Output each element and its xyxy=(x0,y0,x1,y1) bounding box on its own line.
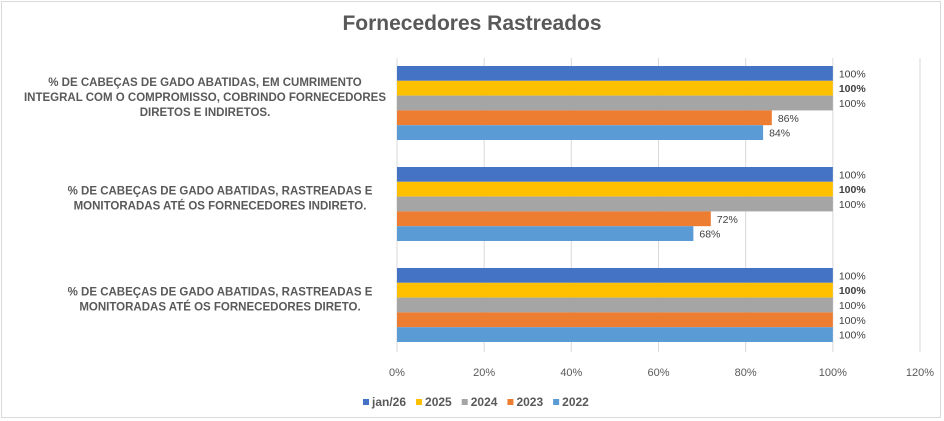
data-label: 72% xyxy=(717,214,738,226)
bar-2023 xyxy=(397,312,833,328)
x-tick-label: 0% xyxy=(389,367,405,379)
data-label: 100% xyxy=(839,330,866,342)
data-label: 100% xyxy=(839,300,866,312)
legend-swatch xyxy=(461,399,468,405)
chart-title: Fornecedores Rastreados xyxy=(342,12,601,35)
bar-2023 xyxy=(397,110,772,126)
category-label: % DE CABEÇAS DE GADO ABATIDAS, RASTREADA… xyxy=(68,186,373,213)
bar-2022 xyxy=(397,327,833,342)
x-tick-label: 100% xyxy=(819,367,847,379)
x-tick-label: 60% xyxy=(647,367,669,379)
x-tick-label: 20% xyxy=(473,367,495,379)
data-label: 100% xyxy=(839,169,866,181)
data-label: 84% xyxy=(769,128,790,140)
bar-2025 xyxy=(397,80,833,96)
legend-label: 2025 xyxy=(425,395,452,409)
category-label-line: MONITORADAS ATÉ OS FORNECEDORES DIRETO. xyxy=(79,301,360,314)
bar-2024 xyxy=(397,297,833,313)
legend-swatch xyxy=(416,399,423,405)
data-label: 100% xyxy=(839,270,866,282)
category-label-line: % DE CABEÇAS DE GADO ABATIDAS, RASTREADA… xyxy=(68,287,373,299)
data-label: 100% xyxy=(839,83,867,95)
category-label-line: % DE CABEÇAS DE GADO ABATIDAS, RASTREADA… xyxy=(68,186,373,198)
data-label: 100% xyxy=(839,315,866,327)
bar-jan-26 xyxy=(397,66,833,81)
category-label: % DE CABEÇAS DE GADO ABATIDAS, EM CUMRIM… xyxy=(24,77,386,119)
data-label: 100% xyxy=(839,184,867,196)
legend-swatch xyxy=(553,399,560,405)
data-label: 100% xyxy=(839,98,866,110)
legend-label: 2024 xyxy=(471,395,498,409)
legend-label: 2022 xyxy=(562,395,589,409)
legend-swatch xyxy=(363,399,369,405)
bar-2024 xyxy=(397,196,833,212)
bar-2022 xyxy=(397,226,694,241)
data-label: 100% xyxy=(839,68,866,80)
bar-2024 xyxy=(397,95,833,111)
data-label: 68% xyxy=(699,229,720,241)
bar-2025 xyxy=(397,181,833,197)
legend-label: jan/26 xyxy=(371,395,406,409)
bar-2022 xyxy=(397,125,764,140)
data-label: 100% xyxy=(839,199,866,211)
x-tick-label: 120% xyxy=(906,367,934,379)
bar-jan-26 xyxy=(397,268,833,283)
x-tick-label: 40% xyxy=(560,367,582,379)
legend-label: 2023 xyxy=(516,395,543,409)
legend-swatch xyxy=(507,399,514,405)
bar-2025 xyxy=(397,282,833,298)
category-label-line: DIRETOS E INDIRETOS. xyxy=(140,107,271,119)
category-label-line: % DE CABEÇAS DE GADO ABATIDAS, EM CUMRIM… xyxy=(48,77,362,89)
x-tick-label: 80% xyxy=(735,367,757,379)
category-label: % DE CABEÇAS DE GADO ABATIDAS, RASTREADA… xyxy=(68,287,373,314)
category-label-line: INTEGRAL COM O COMPROMISSO, COBRINDO FOR… xyxy=(24,92,386,104)
data-label: 100% xyxy=(839,285,867,297)
bar-jan-26 xyxy=(397,167,833,182)
bar-2023 xyxy=(397,211,711,227)
category-label-line: MONITORADAS ATÉ OS FORNECEDORES INDIRETO… xyxy=(74,200,367,213)
data-label: 86% xyxy=(778,113,799,125)
